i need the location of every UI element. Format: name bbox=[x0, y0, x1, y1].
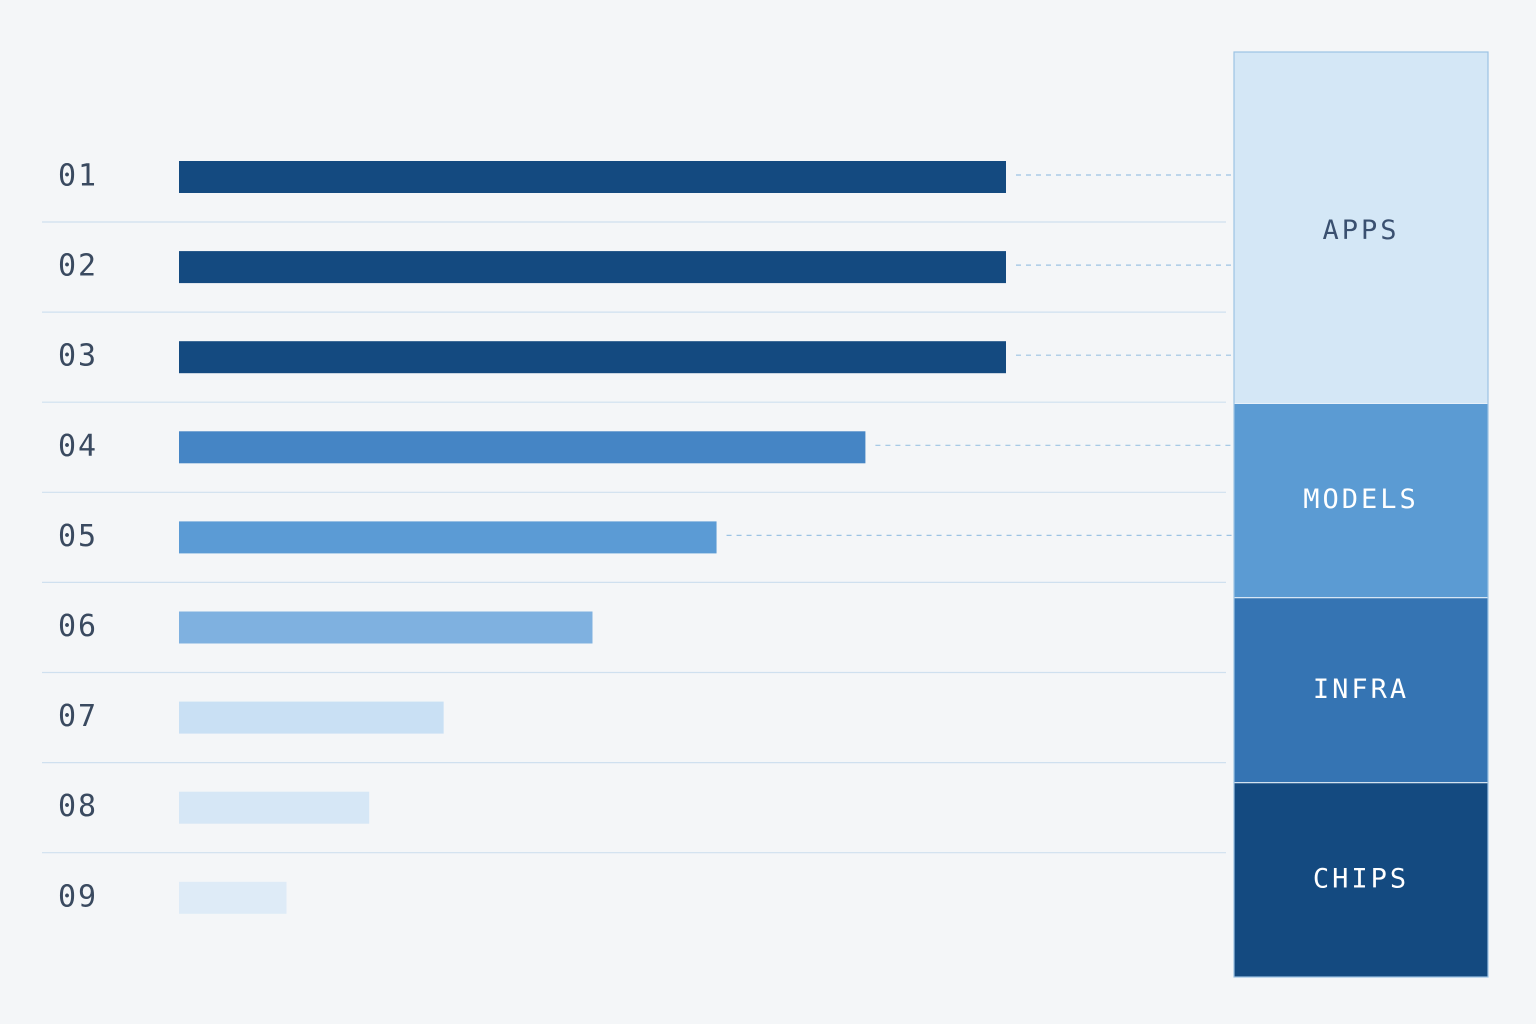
row-label: 04 bbox=[58, 429, 98, 464]
row-label: 03 bbox=[58, 339, 98, 374]
bar bbox=[179, 791, 370, 824]
row-label: 07 bbox=[58, 699, 98, 734]
bar bbox=[179, 251, 1006, 284]
bar bbox=[179, 341, 1006, 374]
row-label: 01 bbox=[58, 159, 98, 194]
bar bbox=[179, 521, 717, 554]
row-label: 08 bbox=[58, 789, 98, 824]
stack-segment bbox=[1233, 51, 1489, 404]
stack-segment bbox=[1233, 782, 1489, 978]
segment-label: APPS bbox=[1322, 215, 1399, 246]
row-label: 02 bbox=[58, 249, 98, 284]
segment-label: INFRA bbox=[1313, 674, 1409, 705]
row-label: 09 bbox=[58, 879, 98, 914]
bar bbox=[179, 881, 287, 914]
stack-segment bbox=[1233, 403, 1489, 599]
bar bbox=[179, 611, 593, 644]
bar bbox=[179, 161, 1006, 193]
segment-label: CHIPS bbox=[1313, 863, 1409, 894]
row-label: 06 bbox=[58, 609, 98, 644]
bar bbox=[179, 431, 866, 464]
bar bbox=[179, 701, 444, 734]
row-label: 05 bbox=[58, 519, 98, 554]
segment-label: MODELS bbox=[1303, 484, 1419, 515]
stack-segment bbox=[1233, 597, 1489, 784]
stack-border bbox=[1233, 51, 1489, 978]
